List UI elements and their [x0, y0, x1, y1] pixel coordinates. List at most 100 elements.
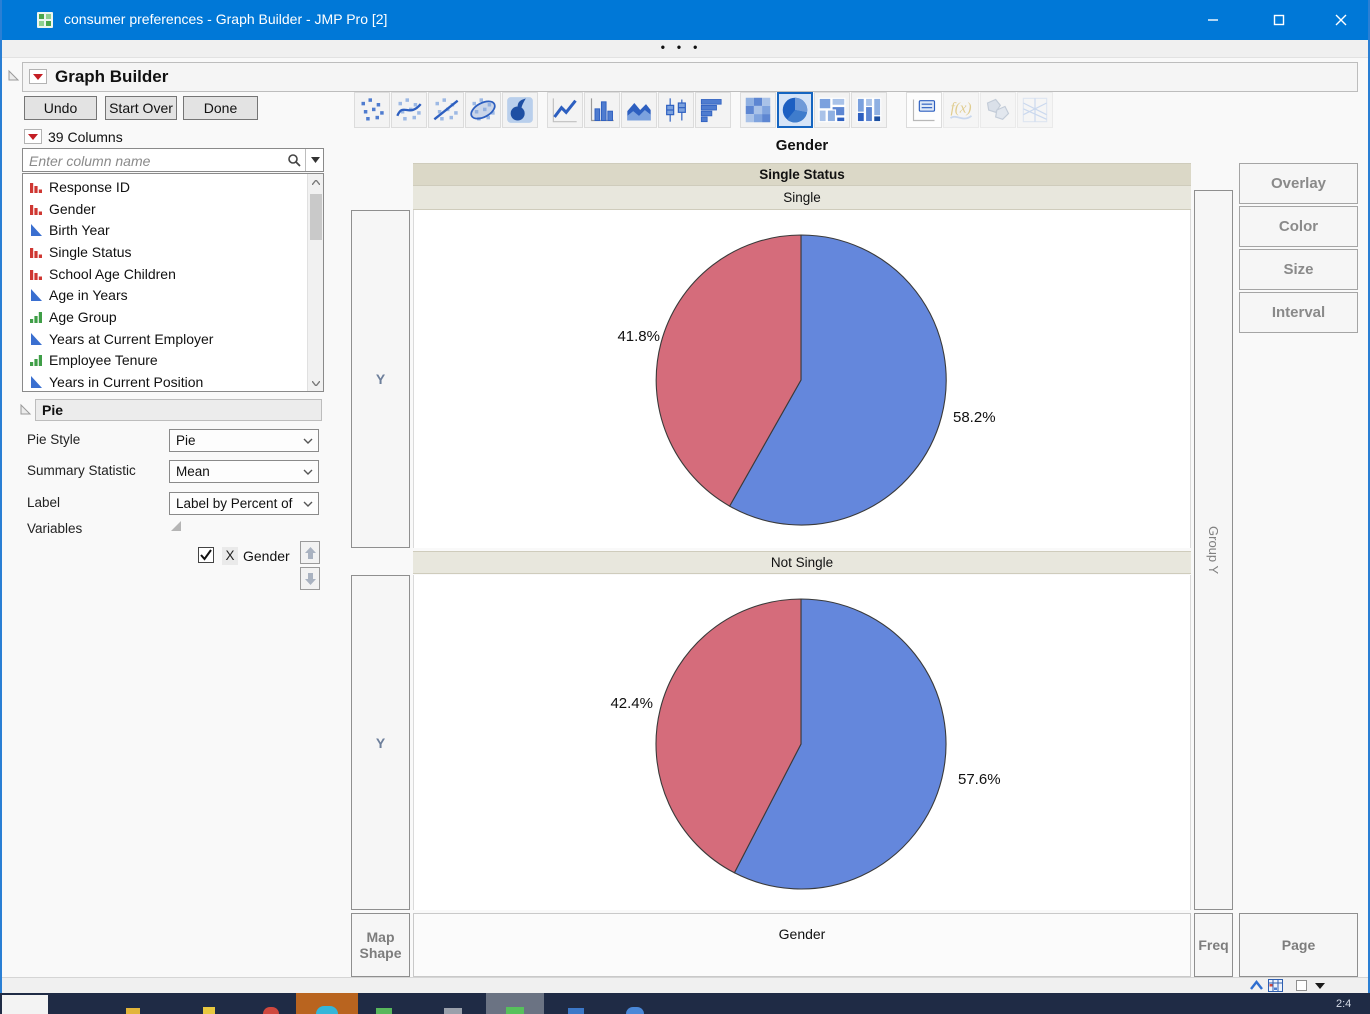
taskbar-app-icon[interactable] [126, 1008, 140, 1014]
start-over-button[interactable]: Start Over [105, 96, 177, 120]
pie-style-value: Pie [176, 433, 196, 448]
page-drop-zone[interactable]: Page [1239, 913, 1358, 977]
taskbar-app-icon[interactable] [568, 1008, 584, 1014]
column-list-item[interactable]: Employee Tenure [23, 350, 307, 372]
treemap-element-icon[interactable] [814, 92, 850, 128]
taskbar-app-icon[interactable] [263, 1007, 279, 1014]
variables-label: Variables [27, 521, 83, 536]
move-variable-up-button[interactable] [300, 541, 320, 564]
undo-button[interactable]: Undo [24, 96, 97, 120]
pie-slice-blue-single[interactable] [728, 234, 947, 526]
variables-collapse-icon[interactable] [169, 519, 183, 533]
variable-name: Gender [243, 548, 290, 564]
size-drop-zone[interactable]: Size [1239, 249, 1358, 290]
scroll-down-icon[interactable] [308, 375, 323, 391]
contour-density-element-icon[interactable] [502, 92, 538, 128]
group-y-label: Group Y [1206, 525, 1221, 575]
pie-section-collapse-icon[interactable] [19, 403, 32, 416]
move-variable-down-button[interactable] [300, 567, 320, 590]
map-shape-drop-zone[interactable]: Map Shape [351, 913, 410, 977]
taskbar-app-icon[interactable] [626, 1007, 644, 1014]
interval-drop-zone[interactable]: Interval [1239, 292, 1358, 333]
column-list-item[interactable]: Gender [23, 198, 307, 220]
pie-slice-red-not-single[interactable] [655, 598, 802, 874]
minimize-button[interactable] [1184, 0, 1242, 40]
data-table-icon[interactable] [1268, 979, 1283, 992]
taskbar-app-icon[interactable] [376, 1008, 392, 1014]
column-list-item[interactable]: School Age Children [23, 263, 307, 285]
line-element-icon[interactable] [547, 92, 583, 128]
smoother-element-icon[interactable] [391, 92, 427, 128]
taskbar-app-active[interactable] [296, 993, 358, 1014]
taskbar-button[interactable] [2, 995, 48, 1014]
scroll-up-icon[interactable] [308, 174, 323, 190]
group-y-drop-zone[interactable]: Group Y [1194, 190, 1233, 910]
column-list-item[interactable]: Single Status [23, 241, 307, 263]
columns-red-triangle-icon[interactable] [24, 129, 42, 144]
taskbar-app-icon[interactable] [203, 1007, 215, 1014]
taskbar-app-icon[interactable] [444, 1008, 462, 1014]
collapse-triangle-icon[interactable] [7, 69, 20, 82]
y-drop-zone-top[interactable]: Y [351, 210, 410, 548]
mosaic-element-icon[interactable] [851, 92, 887, 128]
toolbar-overflow-grip[interactable]: ••• [2, 40, 1368, 58]
summary-statistic-select[interactable]: Mean [169, 460, 319, 483]
column-list-item[interactable]: Birth Year [23, 219, 307, 241]
points-element-icon[interactable] [354, 92, 390, 128]
taskbar-app-highlight[interactable] [486, 993, 544, 1014]
group-column-header-band: Single Status [413, 163, 1191, 186]
variable-checkbox[interactable] [198, 547, 214, 563]
column-list-item[interactable]: Age Group [23, 306, 307, 328]
line-of-fit-element-icon[interactable] [428, 92, 464, 128]
summary-statistic-label: Summary Statistic [27, 463, 136, 478]
status-dropdown-icon[interactable] [1315, 983, 1325, 989]
columns-count-label: 39 Columns [48, 129, 123, 145]
column-list-item[interactable]: Age in Years [23, 284, 307, 306]
column-list: Response ID Gender Birth Year Single Status… [22, 173, 324, 392]
x-axis-drop-zone[interactable]: Gender [413, 913, 1191, 977]
pie-slice-red-single[interactable] [655, 234, 802, 507]
column-list-item[interactable]: Response ID [23, 176, 307, 198]
column-list-scrollbar[interactable] [307, 174, 323, 391]
freq-drop-zone[interactable]: Freq [1194, 913, 1233, 977]
pie-label-left: 42.4% [610, 695, 653, 712]
pie-label-right: 57.6% [958, 771, 1001, 788]
box-plot-element-icon[interactable] [658, 92, 694, 128]
maximize-button[interactable] [1250, 0, 1308, 40]
bar-element-icon[interactable] [584, 92, 620, 128]
overlay-drop-zone[interactable]: Overlay [1239, 163, 1358, 204]
caption-box-element-icon[interactable] [906, 92, 942, 128]
continuous-column-icon [29, 288, 43, 302]
continuous-column-icon [29, 375, 43, 389]
chevron-down-icon [303, 438, 313, 444]
pie-style-select[interactable]: Pie [169, 429, 319, 452]
pie-slice-blue-not-single[interactable] [733, 598, 947, 890]
column-label: Employee Tenure [49, 352, 158, 369]
done-button[interactable]: Done [183, 96, 258, 120]
search-options-dropdown[interactable] [305, 149, 326, 171]
histogram-element-icon[interactable] [695, 92, 731, 128]
label-select[interactable]: Label by Percent of [169, 492, 319, 515]
column-list-item[interactable]: Years at Current Employer [23, 328, 307, 350]
red-triangle-menu-icon[interactable] [29, 69, 47, 84]
expand-caret-icon[interactable] [1250, 980, 1263, 991]
ordinal-column-icon [29, 310, 43, 324]
column-search-box [22, 148, 324, 172]
heatmap-element-icon[interactable] [740, 92, 776, 128]
y-drop-zone-bottom[interactable]: Y [351, 575, 410, 910]
map-shapes-element-icon [980, 92, 1016, 128]
close-button[interactable] [1312, 0, 1370, 40]
color-drop-zone[interactable]: Color [1239, 206, 1358, 247]
scrollbar-thumb[interactable] [310, 194, 322, 240]
column-label: Years at Current Employer [49, 330, 214, 347]
area-element-icon[interactable] [621, 92, 657, 128]
status-checkbox[interactable] [1296, 980, 1307, 991]
pie-element-icon[interactable] [777, 92, 813, 128]
taskbar-clock: 2:4 [1336, 998, 1352, 1010]
column-search-input[interactable] [27, 150, 286, 172]
ellipse-element-icon[interactable] [465, 92, 501, 128]
column-list-item[interactable]: Years in Current Position [23, 371, 307, 391]
pie-label-left: 41.8% [617, 328, 660, 345]
continuous-column-icon [29, 223, 43, 237]
svg-text:f(x): f(x) [951, 99, 972, 116]
